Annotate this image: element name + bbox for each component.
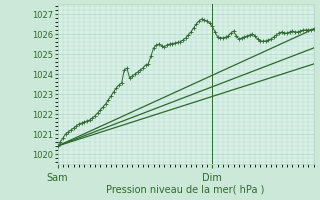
X-axis label: Pression niveau de la mer( hPa ): Pression niveau de la mer( hPa ) <box>107 184 265 194</box>
